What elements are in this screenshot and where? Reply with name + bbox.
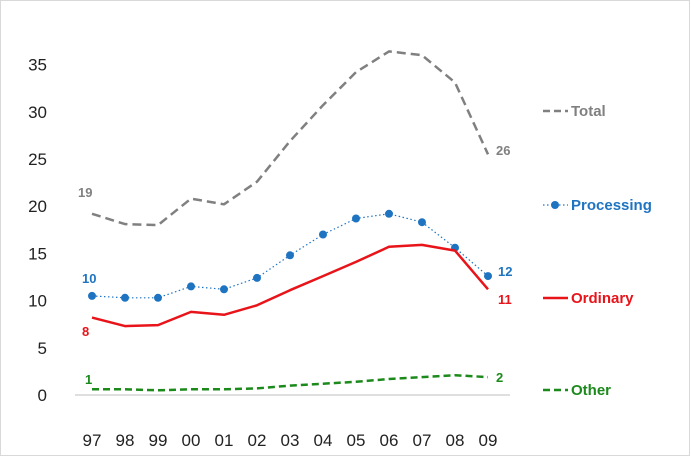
- y-tick-label: 30: [28, 103, 47, 122]
- y-tick-label: 0: [38, 386, 47, 405]
- legend-label-total: Total: [571, 103, 606, 120]
- data-point-processing: [319, 230, 327, 239]
- y-tick-label: 5: [38, 339, 47, 358]
- y-tick-label: 10: [28, 292, 47, 311]
- x-tick-label: 02: [248, 431, 267, 450]
- x-tick-label: 98: [116, 431, 135, 450]
- data-point-processing: [220, 285, 228, 294]
- start-value-label: 8: [82, 324, 89, 339]
- x-tick-label: 07: [413, 431, 432, 450]
- data-point-processing: [154, 293, 162, 302]
- x-tick-label: 03: [281, 431, 300, 450]
- x-tick-label: 01: [215, 431, 234, 450]
- series-line-total: [91, 50, 490, 227]
- legend-label-other: Other: [571, 382, 611, 399]
- data-point-processing: [385, 209, 393, 218]
- end-value-label: 11: [498, 292, 512, 307]
- data-point-processing: [484, 272, 492, 281]
- legend-label-ordinary: Ordinary: [571, 290, 634, 307]
- data-point-processing: [253, 273, 261, 282]
- end-value-label: 2: [496, 370, 503, 385]
- data-point-processing: [88, 291, 96, 300]
- y-tick-label: 20: [28, 197, 47, 216]
- y-tick-label: 15: [28, 244, 47, 263]
- data-point-processing: [121, 293, 129, 302]
- data-point-processing: [286, 251, 294, 260]
- end-value-label: 12: [498, 264, 512, 279]
- y-tick-label: 25: [28, 150, 47, 169]
- x-tick-label: 97: [83, 431, 102, 450]
- x-tick-label: 06: [380, 431, 399, 450]
- data-point-processing: [187, 282, 195, 291]
- y-tick-label: 35: [28, 56, 47, 75]
- x-tick-label: 08: [446, 431, 465, 450]
- end-value-label: 26: [496, 143, 510, 158]
- data-point-processing: [418, 218, 426, 227]
- legend-marker-processing: [551, 201, 559, 209]
- start-value-label: 10: [82, 271, 96, 286]
- series-line-ordinary: [91, 243, 489, 328]
- x-tick-label: 09: [479, 431, 498, 450]
- x-tick-label: 99: [149, 431, 168, 450]
- data-point-processing: [352, 214, 360, 223]
- x-tick-label: 00: [182, 431, 201, 450]
- series-line-other: [92, 373, 489, 392]
- x-tick-label: 05: [347, 431, 366, 450]
- start-value-label: 1: [85, 372, 92, 387]
- x-tick-label: 04: [314, 431, 333, 450]
- legend-label-processing: Processing: [571, 197, 652, 214]
- start-value-label: 19: [78, 185, 92, 200]
